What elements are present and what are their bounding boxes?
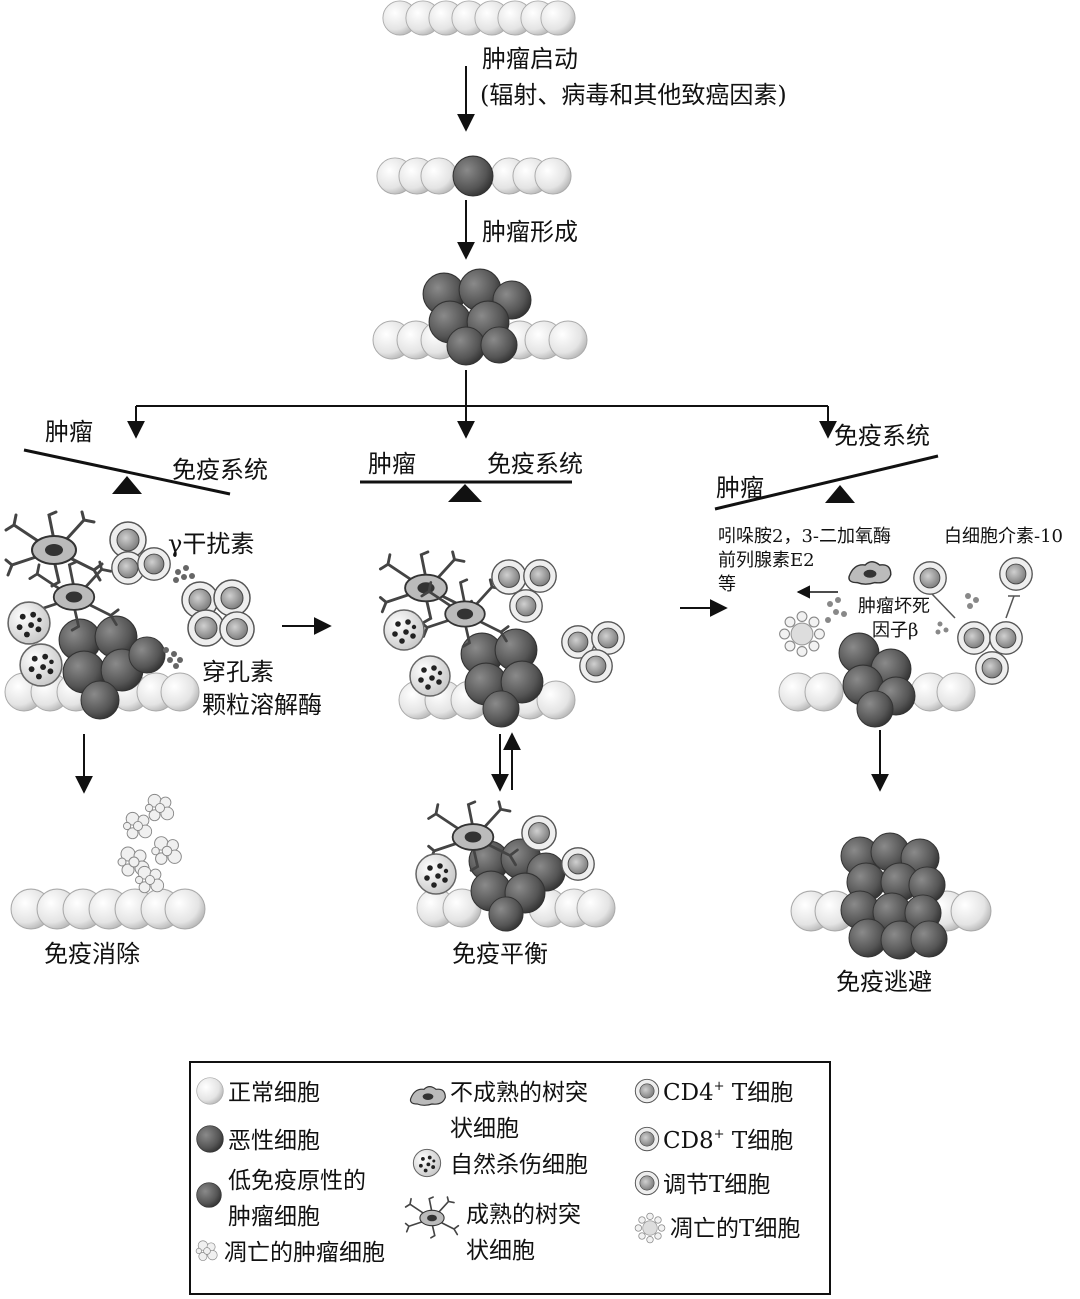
ifn-gamma-label: γ干扰素 [168,530,254,558]
legend-mature-dc-line2: 状细胞 [466,1238,535,1264]
outcome-elimination-figure [10,793,206,930]
right-immune-label: 免疫系统 [834,422,930,450]
legend-normal-icon [196,1077,224,1105]
scene-escape [778,557,1033,728]
branch-connectors [127,370,837,439]
scene-equilibrium [378,550,625,728]
right-tumor-label: 肿瘤 [716,474,764,502]
legend-nk-cell: 自然杀伤细胞 [450,1152,588,1178]
label-formation: 肿瘤形成 [482,218,578,246]
legend-cd4: CD4+ T细胞 [663,1079,793,1106]
legend-apoptotic-t-icon [634,1212,666,1244]
label-initiation-causes: (辐射、病毒和其他致癌因素) [480,81,787,109]
pge2-label: 前列腺素E2 [718,550,815,571]
ido-label: 吲哚胺2，3-二加氧酶 [718,526,891,547]
legend-low-immuno-line1: 低免疫原性的 [228,1168,366,1194]
left-tumor-label: 肿瘤 [45,418,93,446]
etc-label: 等 [718,574,736,595]
perforin-label: 穿孔素 [202,658,274,686]
malignant-cell [452,155,494,197]
legend-apoptotic-tumor: 凋亡的肿瘤细胞 [224,1240,385,1266]
label-initiation: 肿瘤启动 [482,45,578,73]
balance-right [714,454,939,511]
il10-label: 白细胞介素-10 [944,526,1063,547]
left-immune-label: 免疫系统 [172,456,268,484]
legend-box [189,1061,831,1295]
legend-cd8-icon [634,1126,660,1152]
equilibrium-label: 免疫平衡 [452,940,548,968]
escape-label: 免疫逃避 [836,968,932,996]
granzyme-label: 颗粒溶解酶 [202,691,322,719]
legend-malignant-icon [196,1125,224,1153]
normal-cell-row-1 [382,0,576,36]
tumor-cluster [372,268,588,366]
legend-apoptotic-tumor-icon [195,1240,218,1261]
legend-low-immuno-line2: 肿瘤细胞 [228,1204,320,1230]
scene-elimination [4,510,255,720]
legend-normal-cell: 正常细胞 [228,1080,320,1106]
legend-immature-dc-line1: 不成熟的树突 [450,1080,588,1106]
outcome-escape-figure [790,832,992,960]
elimination-label: 免疫消除 [44,940,140,968]
tgf-label-line1: 肿瘤坏死 [858,596,930,617]
balance-middle [360,480,572,502]
outcome-equilibrium-figure [415,800,616,932]
legend-treg-icon [634,1170,660,1196]
legend-malignant-cell: 恶性细胞 [228,1128,320,1154]
normal-cell-row-2 [376,155,572,197]
legend-cd4-icon [634,1078,660,1104]
middle-tumor-label: 肿瘤 [368,450,416,478]
legend-low-immuno-icon [196,1182,222,1208]
middle-immune-label: 免疫系统 [487,450,583,478]
legend-cd8: CD8+ T细胞 [663,1127,793,1154]
legend-mature-dc-line1: 成熟的树突 [466,1202,581,1228]
legend-nk-icon [412,1148,442,1178]
legend-apoptotic-t: 凋亡的T细胞 [670,1216,800,1242]
tgf-label-line2: 因子β [872,620,918,641]
legend-immature-dc-line2: 状细胞 [450,1116,519,1142]
legend-treg: 调节T细胞 [663,1172,770,1198]
balance-left [23,448,231,496]
